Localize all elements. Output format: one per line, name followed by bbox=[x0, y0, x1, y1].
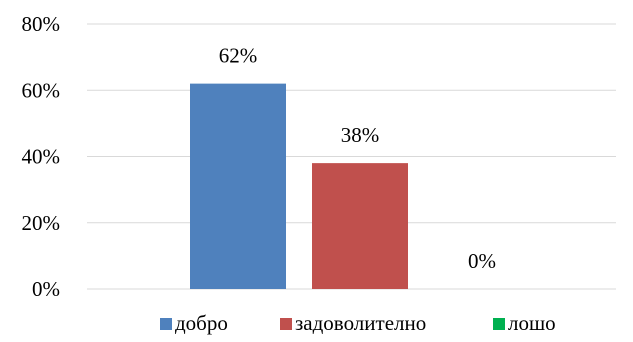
legend-swatch bbox=[493, 318, 505, 330]
legend-label: добро bbox=[175, 311, 228, 335]
legend-swatch bbox=[160, 318, 172, 330]
bar-2 bbox=[312, 163, 408, 289]
bar-1 bbox=[190, 83, 286, 289]
y-axis-ticks: 0% 20% 40% 60% 80% bbox=[22, 12, 61, 301]
legend-label: лошо bbox=[508, 311, 556, 335]
data-label: 62% bbox=[219, 44, 258, 68]
data-label: 38% bbox=[341, 123, 380, 147]
y-tick-label: 60% bbox=[22, 78, 61, 102]
gridlines bbox=[87, 23, 616, 290]
data-labels: 62% 38% 0% bbox=[219, 44, 496, 273]
y-tick-label: 40% bbox=[22, 145, 61, 169]
y-tick-label: 80% bbox=[22, 12, 61, 36]
data-label: 0% bbox=[468, 249, 496, 273]
legend: добро задоволително лошо bbox=[160, 311, 556, 335]
y-tick-label: 20% bbox=[22, 211, 61, 235]
y-tick-label: 0% bbox=[32, 277, 60, 301]
legend-label: задоволително bbox=[295, 311, 426, 335]
bars bbox=[190, 83, 408, 289]
legend-swatch bbox=[280, 318, 292, 330]
